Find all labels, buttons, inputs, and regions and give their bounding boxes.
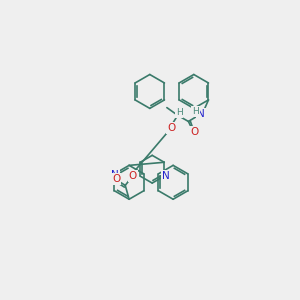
Text: O: O bbox=[129, 171, 137, 181]
Text: O: O bbox=[190, 127, 199, 137]
Text: N: N bbox=[162, 171, 169, 181]
Text: H: H bbox=[192, 107, 199, 116]
Text: N: N bbox=[111, 170, 119, 180]
Text: N: N bbox=[197, 109, 205, 119]
Text: H: H bbox=[176, 108, 183, 117]
Text: O: O bbox=[112, 174, 120, 184]
Text: O: O bbox=[167, 123, 175, 133]
